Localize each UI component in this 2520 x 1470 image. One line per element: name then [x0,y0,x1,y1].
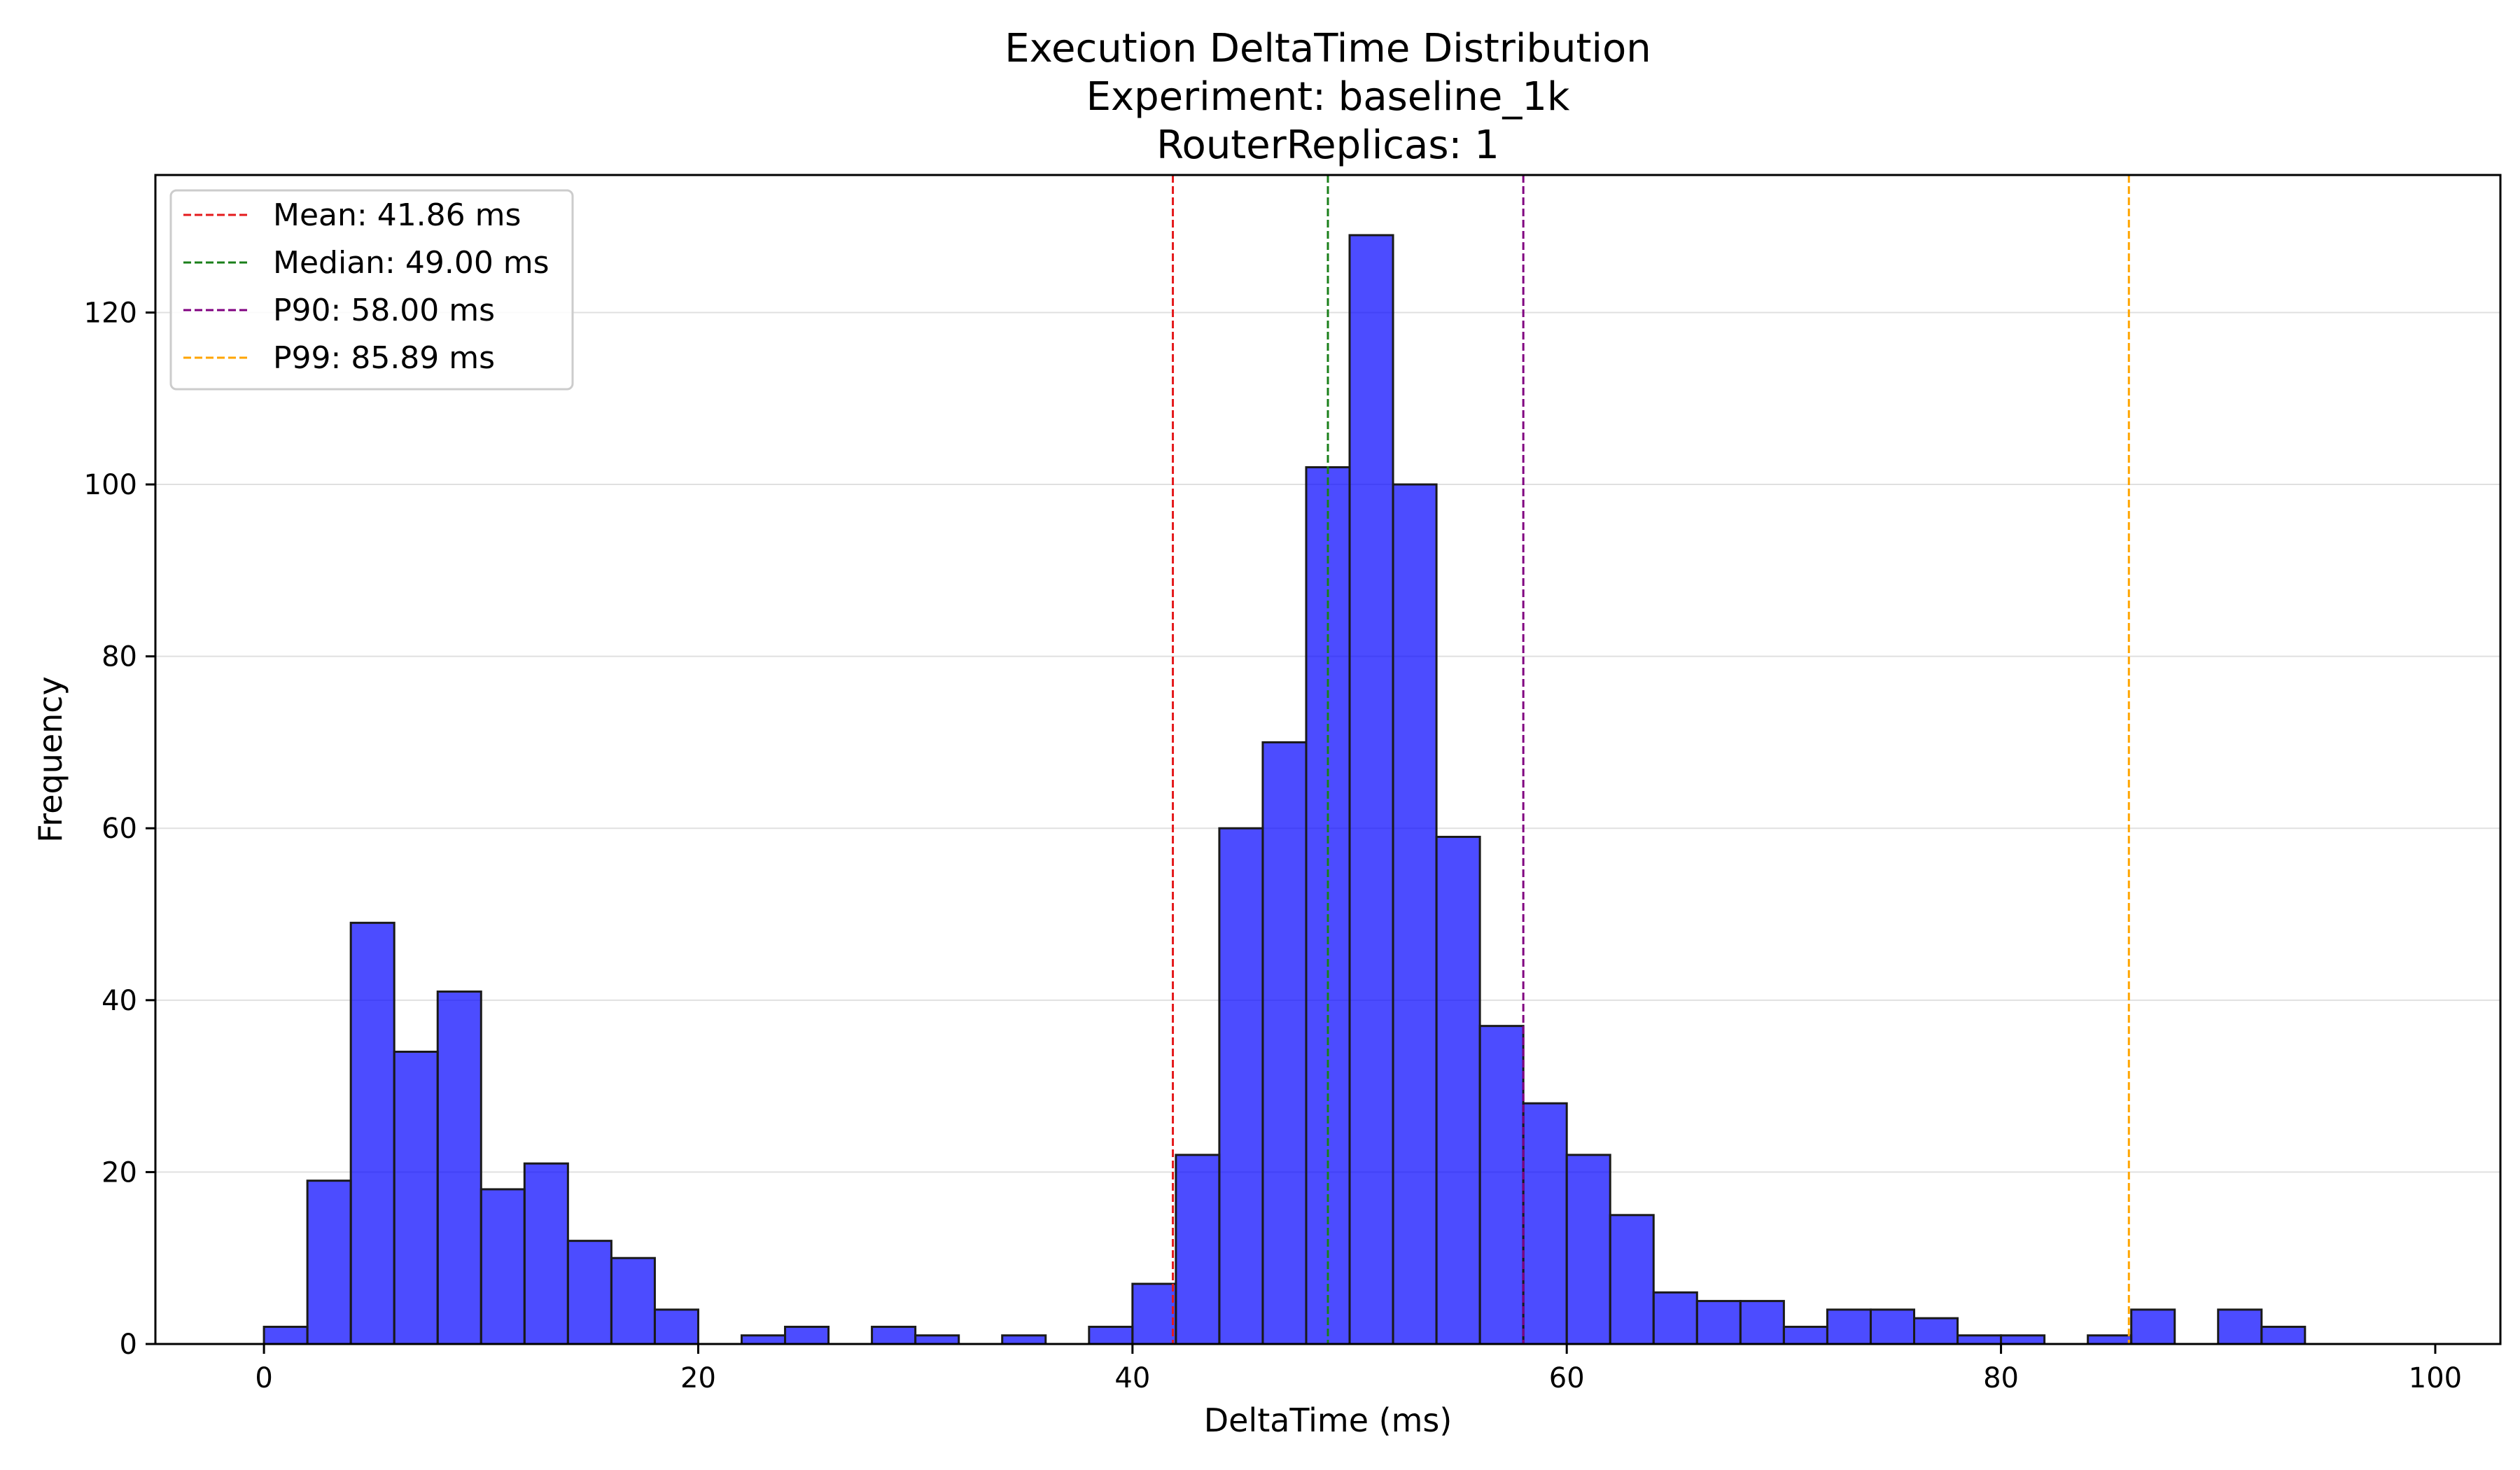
legend-entry-p99: P99: 85.89 ms [183,340,495,376]
histogram-bar [2260,1325,2306,1345]
histogram-bar [2087,1334,2133,1345]
x-tick-label: 40 [1114,1362,1150,1394]
histogram-bar [1652,1291,1698,1345]
legend: Mean: 41.86 ms Median: 49.00 ms P90: 58.00… [169,189,574,391]
legend-label: Median: 49.00 ms [273,245,550,281]
legend-box [169,189,574,391]
x-tick-label: 20 [680,1362,716,1394]
legend-entry-mean: Mean: 41.86 ms [183,197,521,233]
histogram-bar [1739,1300,1785,1345]
histogram-bar [1609,1214,1655,1345]
x-axis-label: DeltaTime (ms) [1204,1401,1452,1439]
title-line-1: Execution DeltaTime Distribution [1004,26,1651,71]
legend-label: P99: 85.89 ms [273,340,495,376]
histogram-bar [1435,836,1481,1345]
histogram-bar [1392,483,1438,1345]
x-tick-label: 80 [1983,1362,2019,1394]
y-tick-label: 80 [102,641,137,673]
title-line-2: Experiment: baseline_1k [1086,74,1570,120]
x-tick-label: 100 [2409,1362,2462,1394]
reference-lines [1172,175,2130,1344]
histogram-bar [1782,1325,1828,1345]
histogram-bar [306,1180,352,1345]
y-tick-label: 0 [120,1329,137,1361]
title-line-3: RouterReplicas: 1 [1156,122,1499,168]
plot-frame [154,174,2502,1345]
legend-entry-p90: P90: 58.00 ms [183,293,495,328]
histogram-bar [1001,1334,1047,1345]
histogram-bar [653,1308,699,1345]
histogram-bar [2000,1334,2046,1345]
histogram-bar [1218,827,1264,1345]
x-tick-label: 0 [255,1362,272,1394]
y-tick-label: 100 [84,469,137,501]
legend-label: Mean: 41.86 ms [273,197,521,233]
histogram-bar [914,1334,960,1345]
chart-title: Execution DeltaTime Distribution Experim… [1004,26,1651,168]
histogram-bar [1869,1308,1915,1345]
y-axis-ticks: 0 20 40 60 80 100 120 [84,297,155,1361]
histogram-bar [1088,1325,1134,1345]
histogram-bar [610,1256,656,1345]
y-tick-label: 120 [84,297,137,329]
histogram-bar [1478,1025,1525,1345]
histogram-bar [1348,234,1394,1345]
x-axis-ticks: 0 20 40 60 80 100 [255,1344,2462,1394]
histogram-bar [1565,1154,1611,1345]
histogram-bar [1913,1317,1959,1345]
y-tick-label: 40 [102,985,137,1017]
legend-entries: Mean: 41.86 ms Median: 49.00 ms P90: 58.00… [183,197,550,376]
histogram-bar [1826,1308,1872,1345]
histogram-bar [436,990,482,1345]
histogram-bar [741,1334,787,1345]
histogram-bar [566,1240,612,1345]
histogram-bar [393,1051,439,1345]
histogram-bar [262,1325,309,1345]
histogram-bar [2217,1308,2263,1345]
histogram-bar [1261,741,1308,1345]
histogram-bar [349,921,396,1345]
histogram-bar [1131,1282,1177,1345]
x-tick-label: 60 [1549,1362,1585,1394]
histogram-bar [1956,1334,2003,1345]
histogram-bar [784,1325,830,1345]
legend-label: P90: 58.00 ms [273,293,495,328]
histogram-bars [262,234,2306,1345]
y-axis-label: Frequency [31,676,69,843]
y-tick-label: 20 [102,1156,137,1189]
y-tick-label: 60 [102,813,137,845]
histogram-bar [523,1162,569,1345]
histogram-bar [2130,1308,2176,1345]
histogram-bar [871,1325,917,1345]
histogram-bar [479,1188,526,1345]
histogram-bar [1695,1300,1742,1345]
legend-entry-median: Median: 49.00 ms [183,245,550,281]
histogram-bar [1175,1154,1221,1345]
histogram-bar [1522,1102,1568,1345]
